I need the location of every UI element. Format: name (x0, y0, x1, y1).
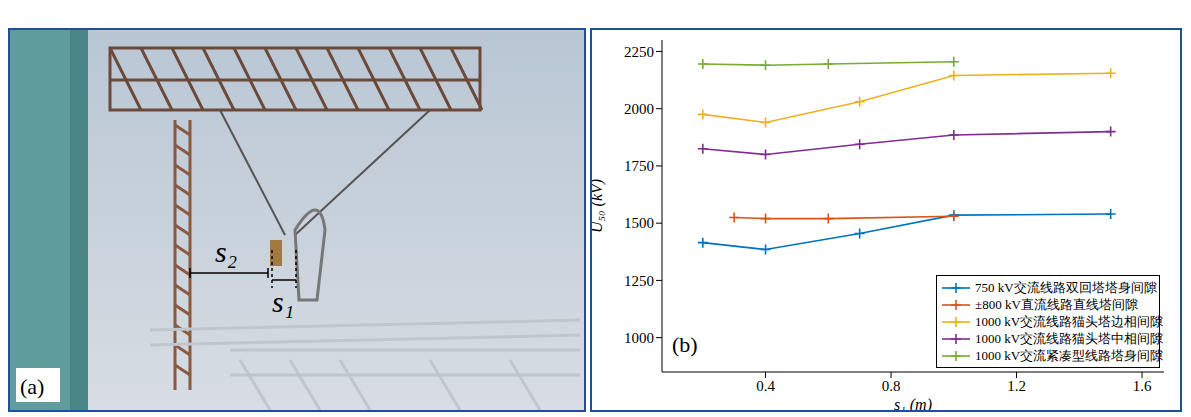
svg-text:1.2: 1.2 (1007, 378, 1026, 394)
svg-text:1500: 1500 (624, 215, 654, 231)
html-text:1000 kV交流线路猫头塔中相间隙: 1000 kV交流线路猫头塔中相间隙 (975, 330, 1164, 346)
svg-text:0.8: 0.8 (882, 378, 901, 394)
svg-text:0.4: 0.4 (756, 378, 775, 394)
svg-text:U₅₀ (kV): U₅₀ (kV) (592, 179, 606, 233)
svg-text:(a): (a) (20, 374, 44, 399)
html-text:1000 kV交流线路猫头塔边相间隙: 1000 kV交流线路猫头塔边相间隙 (975, 313, 1164, 329)
svg-text:s₁: s₁ (272, 285, 294, 318)
svg-text:1000: 1000 (624, 330, 654, 346)
svg-text:s₁ (m): s₁ (m) (894, 396, 932, 410)
svg-text:1750: 1750 (624, 158, 654, 174)
svg-text:1250: 1250 (624, 273, 654, 289)
html-text:(b): (b) (672, 332, 698, 357)
svg-text:1.6: 1.6 (1133, 378, 1152, 394)
svg-text:s₂: s₂ (215, 235, 237, 268)
svg-text:2250: 2250 (624, 44, 654, 60)
html-text:750 kV交流线路双回塔塔身间隙: 750 kV交流线路双回塔塔身间隙 (975, 279, 1157, 295)
html-text:1000 kV交流紧凑型线路塔身间隙: 1000 kV交流紧凑型线路塔身间隙 (975, 347, 1164, 363)
svg-text:2000: 2000 (624, 101, 654, 117)
html-text:±800 kV直流线路直线塔间隙: ±800 kV直流线路直线塔间隙 (975, 296, 1138, 312)
